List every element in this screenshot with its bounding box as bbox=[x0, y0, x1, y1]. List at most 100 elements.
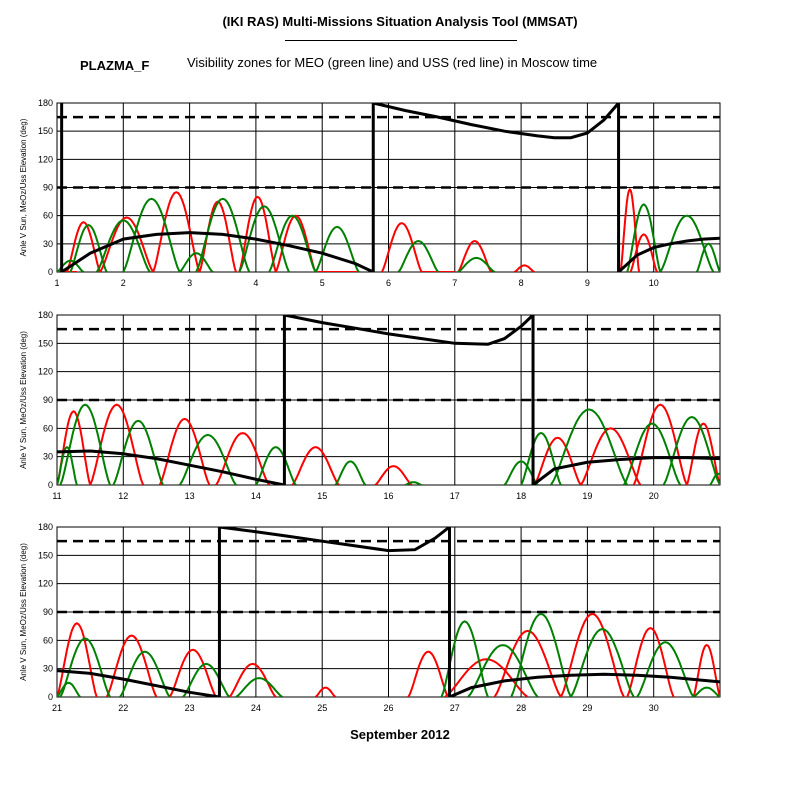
chart-panel-2: 0 30 60 90 120 150 180 11 12 13 14 15 16 17 18 19 20 Anle… bbox=[19, 310, 721, 501]
title-underline bbox=[285, 40, 517, 41]
x-tick-label: 29 bbox=[582, 703, 592, 713]
uss-pass bbox=[513, 264, 535, 272]
chart-subtitle: Visibility zones for MEO (green line) an… bbox=[187, 55, 598, 70]
x-tick-label: 28 bbox=[516, 703, 526, 713]
y-tick-label: 30 bbox=[43, 452, 53, 462]
uss-pass bbox=[380, 222, 423, 272]
meo-pass bbox=[397, 239, 440, 272]
meo-pass bbox=[695, 242, 720, 272]
y-tick-label: 90 bbox=[43, 607, 53, 617]
x-tick-label: 18 bbox=[516, 491, 526, 501]
x-tick-label: 13 bbox=[185, 491, 195, 501]
x-tick-label: 12 bbox=[118, 491, 128, 501]
uss-pass bbox=[493, 629, 562, 697]
uss-pass bbox=[57, 622, 98, 697]
meo-pass bbox=[334, 460, 367, 485]
chart-panel-3: 0 30 60 90 120 150 180 21 22 23 24 25 26 27 28 29 30 Anle… bbox=[19, 522, 721, 713]
x-tick-label: 9 bbox=[585, 278, 590, 288]
x-tick-label: 26 bbox=[383, 703, 393, 713]
x-tick-label: 16 bbox=[383, 491, 393, 501]
sun-angle-line bbox=[60, 231, 374, 272]
y-tick-label: 60 bbox=[43, 211, 53, 221]
meo-pass bbox=[178, 433, 237, 485]
chart-title: (IKI RAS) Multi-Missions Situation Analy… bbox=[222, 14, 578, 29]
meo-pass bbox=[235, 677, 283, 697]
meo-pass bbox=[569, 627, 635, 697]
uss-pass bbox=[407, 650, 450, 697]
x-tick-label: 1 bbox=[54, 278, 59, 288]
y-tick-label: 0 bbox=[48, 480, 53, 490]
y-tick-label: 60 bbox=[43, 423, 53, 433]
x-tick-label: 11 bbox=[52, 491, 61, 501]
x-tick-label: 25 bbox=[317, 703, 327, 713]
x-tick-label: 23 bbox=[185, 703, 195, 713]
meo-pass bbox=[404, 481, 422, 485]
meo-pass bbox=[57, 446, 78, 485]
x-tick-label: 27 bbox=[450, 703, 460, 713]
meo-pass bbox=[122, 197, 181, 272]
meo-pass bbox=[457, 256, 496, 272]
plot-area bbox=[57, 103, 720, 272]
x-tick-label: 5 bbox=[320, 278, 325, 288]
sun-angle-line bbox=[219, 527, 451, 553]
uss-pass bbox=[626, 627, 675, 697]
meo-pass bbox=[626, 203, 662, 272]
x-tick-label: 6 bbox=[386, 278, 391, 288]
x-tick-label: 24 bbox=[251, 703, 261, 713]
sun-angle-line bbox=[448, 672, 720, 697]
meo-pass bbox=[467, 644, 539, 697]
meo-pass bbox=[255, 446, 297, 485]
uss-pass bbox=[692, 644, 720, 697]
meo-pass bbox=[59, 637, 111, 697]
y-tick-label: 120 bbox=[38, 579, 53, 589]
meo-pass bbox=[69, 224, 108, 272]
uss-pass bbox=[314, 686, 337, 697]
meo-pass bbox=[550, 408, 629, 485]
uss-pass bbox=[374, 465, 413, 485]
meo-pass bbox=[182, 662, 231, 697]
y-tick-label: 150 bbox=[38, 126, 53, 136]
satellite-name: PLAZMA_F bbox=[80, 58, 150, 73]
uss-pass bbox=[99, 216, 154, 272]
y-axis-label: Anle V Sun, MeOz/Uss Elevation (deg) bbox=[19, 331, 28, 469]
y-axis-label: Anle V Sun, MeOz/Uss Elevation (deg) bbox=[19, 118, 28, 256]
uss-pass bbox=[457, 239, 493, 272]
uss-pass bbox=[215, 432, 271, 485]
meo-pass bbox=[57, 681, 81, 697]
y-tick-label: 0 bbox=[48, 267, 53, 277]
month-label: September 2012 bbox=[350, 727, 450, 742]
meo-pass bbox=[709, 472, 720, 485]
uss-pass bbox=[559, 612, 625, 697]
y-tick-label: 180 bbox=[38, 98, 53, 108]
x-tick-label: 21 bbox=[52, 703, 62, 713]
uss-pass bbox=[89, 403, 145, 485]
x-tick-label: 8 bbox=[519, 278, 524, 288]
x-tick-label: 17 bbox=[450, 491, 460, 501]
y-axis-label: Anle V Sun, MeOz/Uss Elevation (deg) bbox=[19, 543, 28, 681]
x-tick-label: 2 bbox=[121, 278, 126, 288]
uss-pass bbox=[632, 403, 688, 485]
meo-pass bbox=[520, 432, 562, 485]
plot-area bbox=[57, 527, 720, 697]
y-tick-label: 120 bbox=[38, 367, 53, 377]
x-tick-label: 4 bbox=[253, 278, 258, 288]
x-tick-label: 7 bbox=[452, 278, 457, 288]
x-tick-label: 14 bbox=[251, 491, 261, 501]
x-tick-label: 15 bbox=[317, 491, 327, 501]
x-tick-label: 20 bbox=[649, 491, 659, 501]
plot-area bbox=[57, 315, 720, 485]
sun-angle-line bbox=[617, 236, 720, 272]
uss-pass bbox=[444, 658, 529, 697]
meo-pass bbox=[59, 403, 111, 485]
uss-pass bbox=[291, 446, 340, 485]
meo-pass bbox=[178, 252, 214, 272]
meo-pass bbox=[95, 219, 151, 272]
x-tick-label: 30 bbox=[649, 703, 659, 713]
y-tick-label: 0 bbox=[48, 692, 53, 702]
x-tick-label: 19 bbox=[582, 491, 592, 501]
uss-pass bbox=[168, 648, 217, 697]
x-tick-label: 3 bbox=[187, 278, 192, 288]
uss-pass bbox=[619, 187, 641, 272]
y-tick-label: 90 bbox=[43, 395, 53, 405]
